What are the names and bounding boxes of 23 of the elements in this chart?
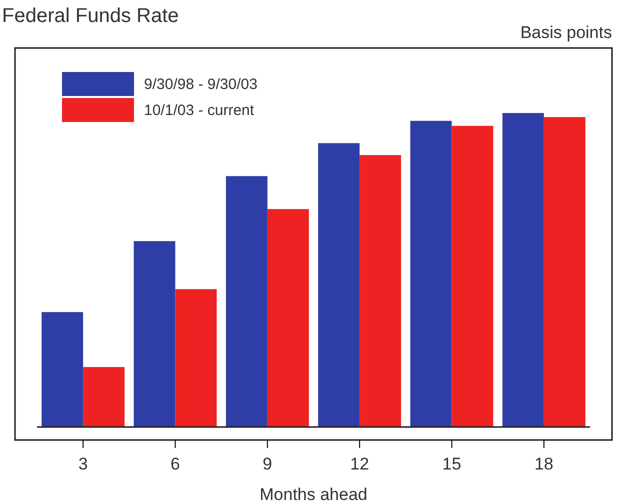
x-tick-label: 12 <box>350 454 370 474</box>
chart-title: Federal Funds Rate <box>2 5 179 27</box>
x-tick-label: 9 <box>262 454 272 474</box>
x-tick-label: 18 <box>534 454 554 474</box>
bar <box>267 209 309 427</box>
x-tick-label: 6 <box>170 454 180 474</box>
bar <box>544 117 586 427</box>
bar <box>226 176 268 427</box>
legend-label: 9/30/98 - 9/30/03 <box>144 76 258 93</box>
y-axis-title: Basis points <box>520 23 612 42</box>
bar <box>175 289 217 427</box>
bar <box>318 143 360 427</box>
bar <box>410 120 452 427</box>
bar <box>42 312 84 427</box>
bar <box>452 126 494 427</box>
x-tick-label: 3 <box>78 454 88 474</box>
bar <box>502 113 544 427</box>
bar <box>83 367 125 427</box>
legend-label: 10/1/03 - current <box>144 102 255 119</box>
bar <box>134 241 176 427</box>
bar <box>360 155 402 427</box>
x-tick-label: 15 <box>442 454 462 474</box>
x-axis-title: Months ahead <box>260 485 368 504</box>
